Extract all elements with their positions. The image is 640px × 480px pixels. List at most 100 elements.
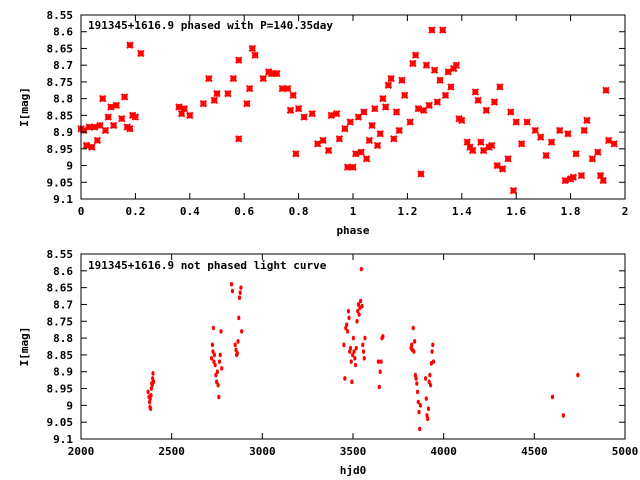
data-point — [294, 104, 303, 113]
data-point — [561, 413, 565, 418]
data-point — [361, 342, 365, 348]
data-point — [237, 295, 242, 301]
data-point — [237, 315, 241, 321]
y-tick-label: 8.75 — [47, 76, 74, 89]
data-point — [210, 96, 218, 105]
data-point — [398, 76, 406, 84]
data-point — [583, 116, 591, 125]
data-point — [477, 138, 485, 146]
data-point — [219, 329, 223, 334]
data-point — [214, 372, 218, 378]
data-point — [137, 49, 145, 58]
data-point — [230, 288, 235, 294]
data-point — [286, 106, 295, 115]
data-point — [433, 98, 442, 106]
data-point — [335, 135, 344, 143]
data-point — [362, 155, 371, 163]
data-point — [427, 379, 431, 385]
data-point — [431, 342, 435, 348]
y-tick-label: 8.8 — [53, 332, 73, 345]
data-point — [313, 140, 322, 148]
data-point — [406, 118, 414, 126]
data-point — [471, 88, 480, 96]
data-point — [126, 125, 134, 133]
data-point — [360, 303, 364, 309]
data-point — [118, 115, 126, 123]
data-point — [278, 84, 286, 93]
data-point — [248, 44, 257, 53]
data-point — [424, 396, 428, 401]
data-point — [93, 136, 102, 145]
data-point — [599, 176, 607, 185]
data-point — [213, 89, 221, 98]
data-point — [428, 372, 432, 378]
data-point — [212, 359, 216, 364]
data-point — [229, 281, 234, 287]
data-point — [319, 136, 327, 145]
data-point — [365, 136, 374, 145]
data-point — [99, 94, 107, 103]
data-point — [512, 118, 520, 126]
phased-y-axis-label: I[mag] — [18, 87, 31, 127]
y-tick-label: 8.85 — [47, 349, 74, 362]
data-point — [439, 26, 447, 34]
data-point — [378, 369, 382, 375]
data-point — [426, 416, 430, 422]
y-tick-label: 8.85 — [47, 109, 74, 122]
y-tick-label: 8.65 — [47, 282, 74, 295]
data-point — [444, 68, 452, 76]
data-point — [474, 96, 482, 105]
data-point — [413, 339, 417, 344]
data-point — [498, 165, 507, 173]
data-point — [348, 345, 353, 351]
data-point — [289, 91, 297, 99]
data-point — [235, 350, 239, 356]
data-point — [468, 146, 477, 155]
data-point — [355, 318, 359, 324]
data-point — [332, 109, 341, 118]
y-tick-label: 8.8 — [53, 93, 73, 106]
data-point — [395, 126, 403, 135]
data-point — [377, 384, 381, 390]
phased-axis-ticks: 0 0.2 0.4 0.6 0.8 1 1.2 1.4 1.6 1.8 2 8.55 8.6 8.65 8.… — [47, 9, 629, 218]
data-point — [610, 140, 618, 148]
data-point — [243, 99, 251, 108]
data-point — [411, 325, 415, 331]
y-tick-label: 8.95 — [47, 143, 74, 156]
x-tick-label: 5000 — [612, 445, 639, 458]
phased-chart-title: 191345+1616.9 phased with P=140.35day — [88, 19, 333, 32]
data-point — [96, 121, 104, 130]
data-point — [292, 150, 300, 158]
data-point — [342, 342, 346, 348]
data-point — [259, 74, 267, 83]
data-point — [425, 101, 433, 110]
data-point — [423, 376, 428, 381]
data-point — [343, 376, 347, 381]
data-point — [361, 349, 366, 354]
data-point — [580, 126, 588, 135]
data-point — [517, 140, 526, 148]
data-point — [354, 345, 358, 351]
data-point — [229, 74, 238, 83]
data-point — [346, 118, 354, 126]
y-tick-label: 8.9 — [53, 126, 73, 139]
data-point — [345, 329, 350, 334]
data-point — [418, 426, 422, 432]
data-point — [354, 113, 363, 121]
data-point — [371, 104, 379, 113]
data-point — [479, 146, 488, 155]
data-point — [376, 130, 384, 138]
data-point — [351, 352, 355, 358]
data-point — [245, 84, 254, 93]
x-tick-label: 2 — [622, 205, 629, 218]
y-tick-label: 8.6 — [53, 265, 73, 278]
data-point — [547, 138, 556, 146]
data-point — [390, 135, 398, 143]
data-point — [218, 352, 222, 358]
data-point — [509, 186, 518, 195]
y-tick-label: 9 — [66, 399, 73, 412]
data-point — [387, 74, 395, 83]
y-tick-label: 8.6 — [53, 26, 73, 39]
y-tick-label: 8.7 — [53, 298, 73, 311]
data-point — [300, 113, 308, 121]
